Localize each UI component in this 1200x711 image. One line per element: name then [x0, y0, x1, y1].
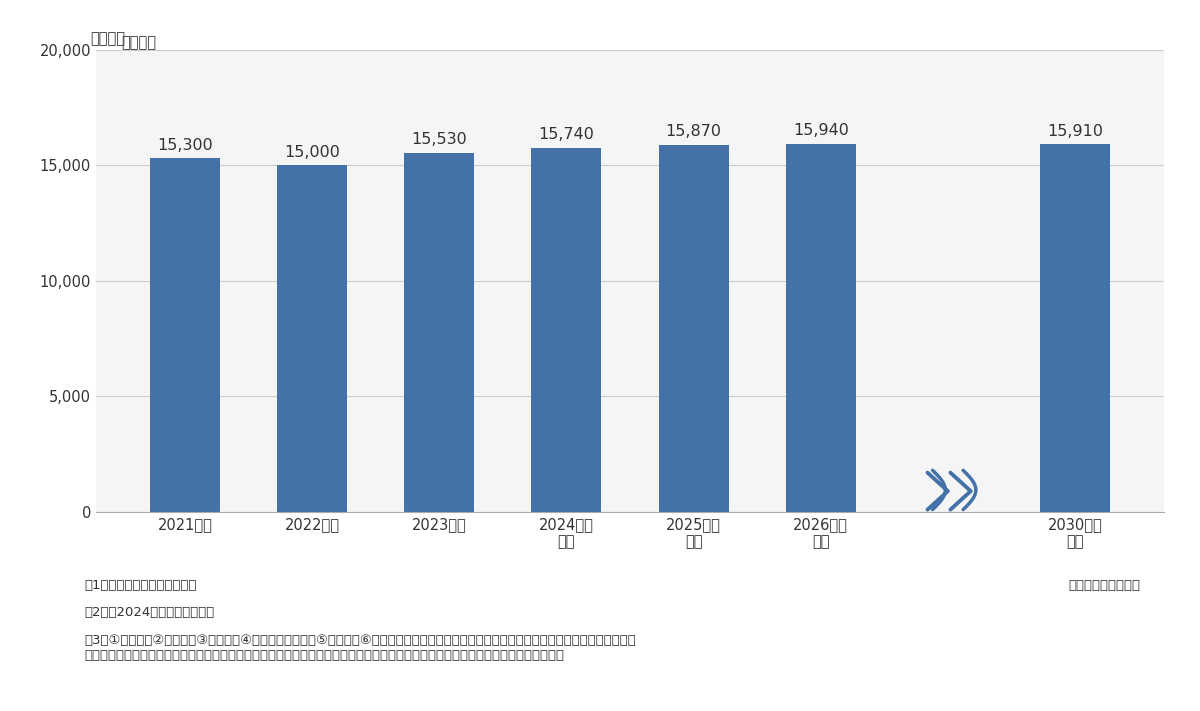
Bar [532, 148, 601, 512]
Bar [150, 159, 220, 512]
Bar [277, 166, 347, 512]
Text: 15,740: 15,740 [539, 127, 594, 142]
Bar [786, 144, 856, 512]
Text: 注1．メーカー出荷金額ベース: 注1．メーカー出荷金額ベース [84, 579, 197, 592]
Text: 注3．①木質系、②綑業系、③金属系、④プラスチック系、⑤断熱材、⑥インテリアの主要６分野の住宅向け建材を対象とする。建築仕上材料等を
主とし、構造材・住宅設備機: 注3．①木質系、②綑業系、③金属系、④プラスチック系、⑤断熱材、⑥インテリアの主… [84, 634, 636, 661]
Text: 注2．　2024年度以降は予測値: 注2． 2024年度以降は予測値 [84, 606, 215, 619]
Bar [1040, 144, 1110, 512]
Bar [659, 145, 728, 512]
Text: （億円）: （億円） [90, 31, 125, 46]
Text: 15,530: 15,530 [412, 132, 467, 147]
Text: 15,300: 15,300 [157, 138, 212, 153]
Text: （億円）: （億円） [121, 35, 156, 50]
Bar [404, 153, 474, 512]
Text: 15,870: 15,870 [666, 124, 721, 139]
Text: 15,910: 15,910 [1046, 124, 1103, 139]
Text: 15,940: 15,940 [793, 123, 848, 138]
Text: 15,000: 15,000 [284, 144, 340, 159]
Text: 矢野経済研究所調べ: 矢野経済研究所調べ [1068, 579, 1140, 592]
